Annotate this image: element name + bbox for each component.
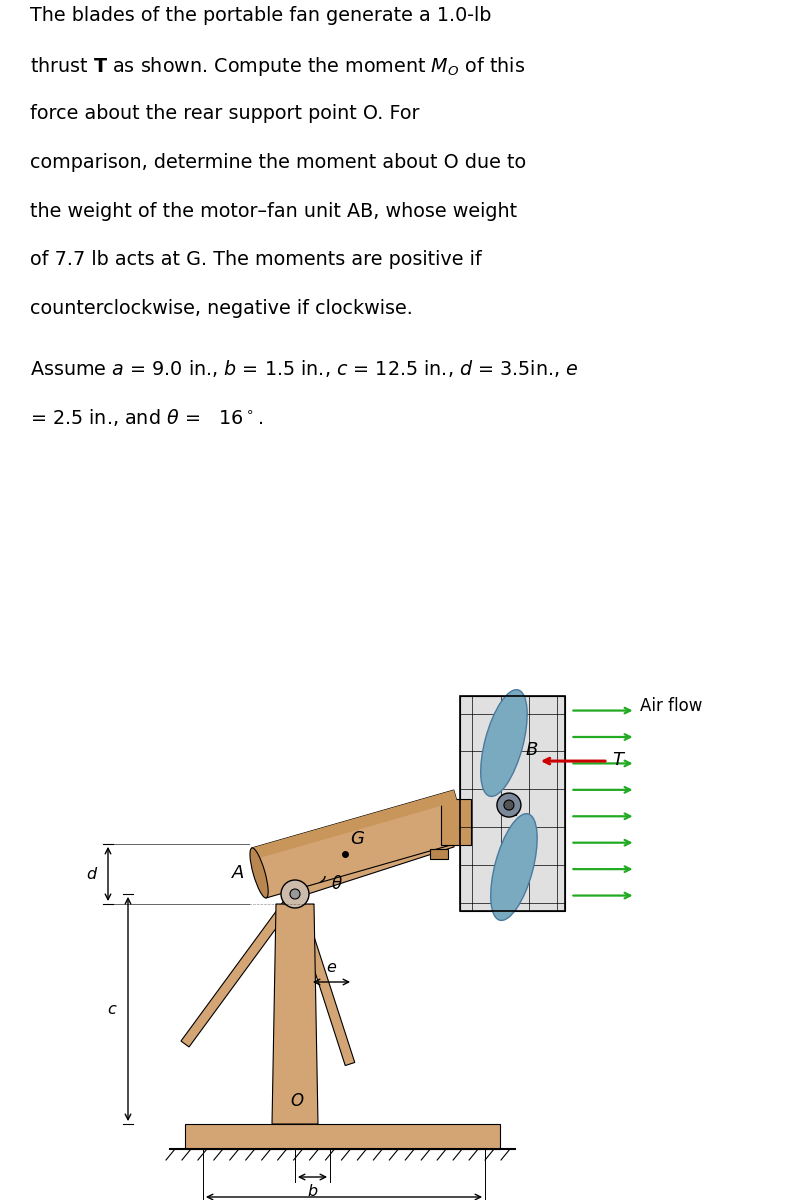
Ellipse shape (480, 690, 528, 797)
Polygon shape (272, 904, 318, 1124)
Text: $G$: $G$ (350, 830, 365, 848)
Text: counterclockwise, negative if clockwise.: counterclockwise, negative if clockwise. (30, 299, 413, 318)
Polygon shape (294, 839, 455, 898)
Circle shape (497, 793, 521, 817)
Polygon shape (185, 1124, 500, 1150)
Bar (461, 696, 565, 911)
Ellipse shape (491, 814, 537, 920)
Text: $T$: $T$ (612, 751, 626, 769)
Text: force about the rear support point O. For: force about the rear support point O. Fo… (30, 104, 419, 122)
Text: $A$: $A$ (231, 864, 245, 882)
Polygon shape (252, 790, 457, 859)
Text: $b$: $b$ (307, 1183, 318, 1199)
Text: = 2.5 in., and $\theta$ =   16$^\circ$.: = 2.5 in., and $\theta$ = 16$^\circ$. (30, 407, 263, 427)
Text: $e$: $e$ (326, 960, 337, 976)
Polygon shape (290, 893, 355, 1066)
Polygon shape (181, 892, 299, 1046)
Text: Air flow: Air flow (641, 696, 703, 714)
Text: $c$: $c$ (107, 1002, 117, 1016)
Text: $d$: $d$ (86, 866, 98, 882)
Text: of 7.7 lb acts at G. The moments are positive if: of 7.7 lb acts at G. The moments are pos… (30, 251, 481, 270)
Polygon shape (441, 799, 471, 845)
Text: $B$: $B$ (525, 742, 539, 760)
Text: The blades of the portable fan generate a 1.0-lb: The blades of the portable fan generate … (30, 6, 491, 25)
Text: thrust $\mathbf{T}$ as shown. Compute the moment $M_O$ of this: thrust $\mathbf{T}$ as shown. Compute th… (30, 55, 525, 78)
Circle shape (504, 800, 514, 810)
Polygon shape (461, 696, 565, 911)
Text: Assume $a$ = 9.0 in., $b$ = 1.5 in., $c$ = 12.5 in., $d$ = 3.5in., $e$: Assume $a$ = 9.0 in., $b$ = 1.5 in., $c$… (30, 358, 579, 379)
Bar (502, 796, 516, 815)
Circle shape (290, 889, 300, 899)
Ellipse shape (250, 848, 268, 898)
Text: comparison, determine the moment about O due to: comparison, determine the moment about O… (30, 152, 526, 172)
Text: the weight of the motor–fan unit AB, whose weight: the weight of the motor–fan unit AB, who… (30, 202, 517, 221)
Circle shape (281, 880, 309, 908)
Text: $O$: $O$ (290, 1092, 305, 1110)
Polygon shape (429, 850, 447, 859)
Text: $\theta$: $\theta$ (331, 875, 343, 893)
Polygon shape (252, 790, 468, 898)
